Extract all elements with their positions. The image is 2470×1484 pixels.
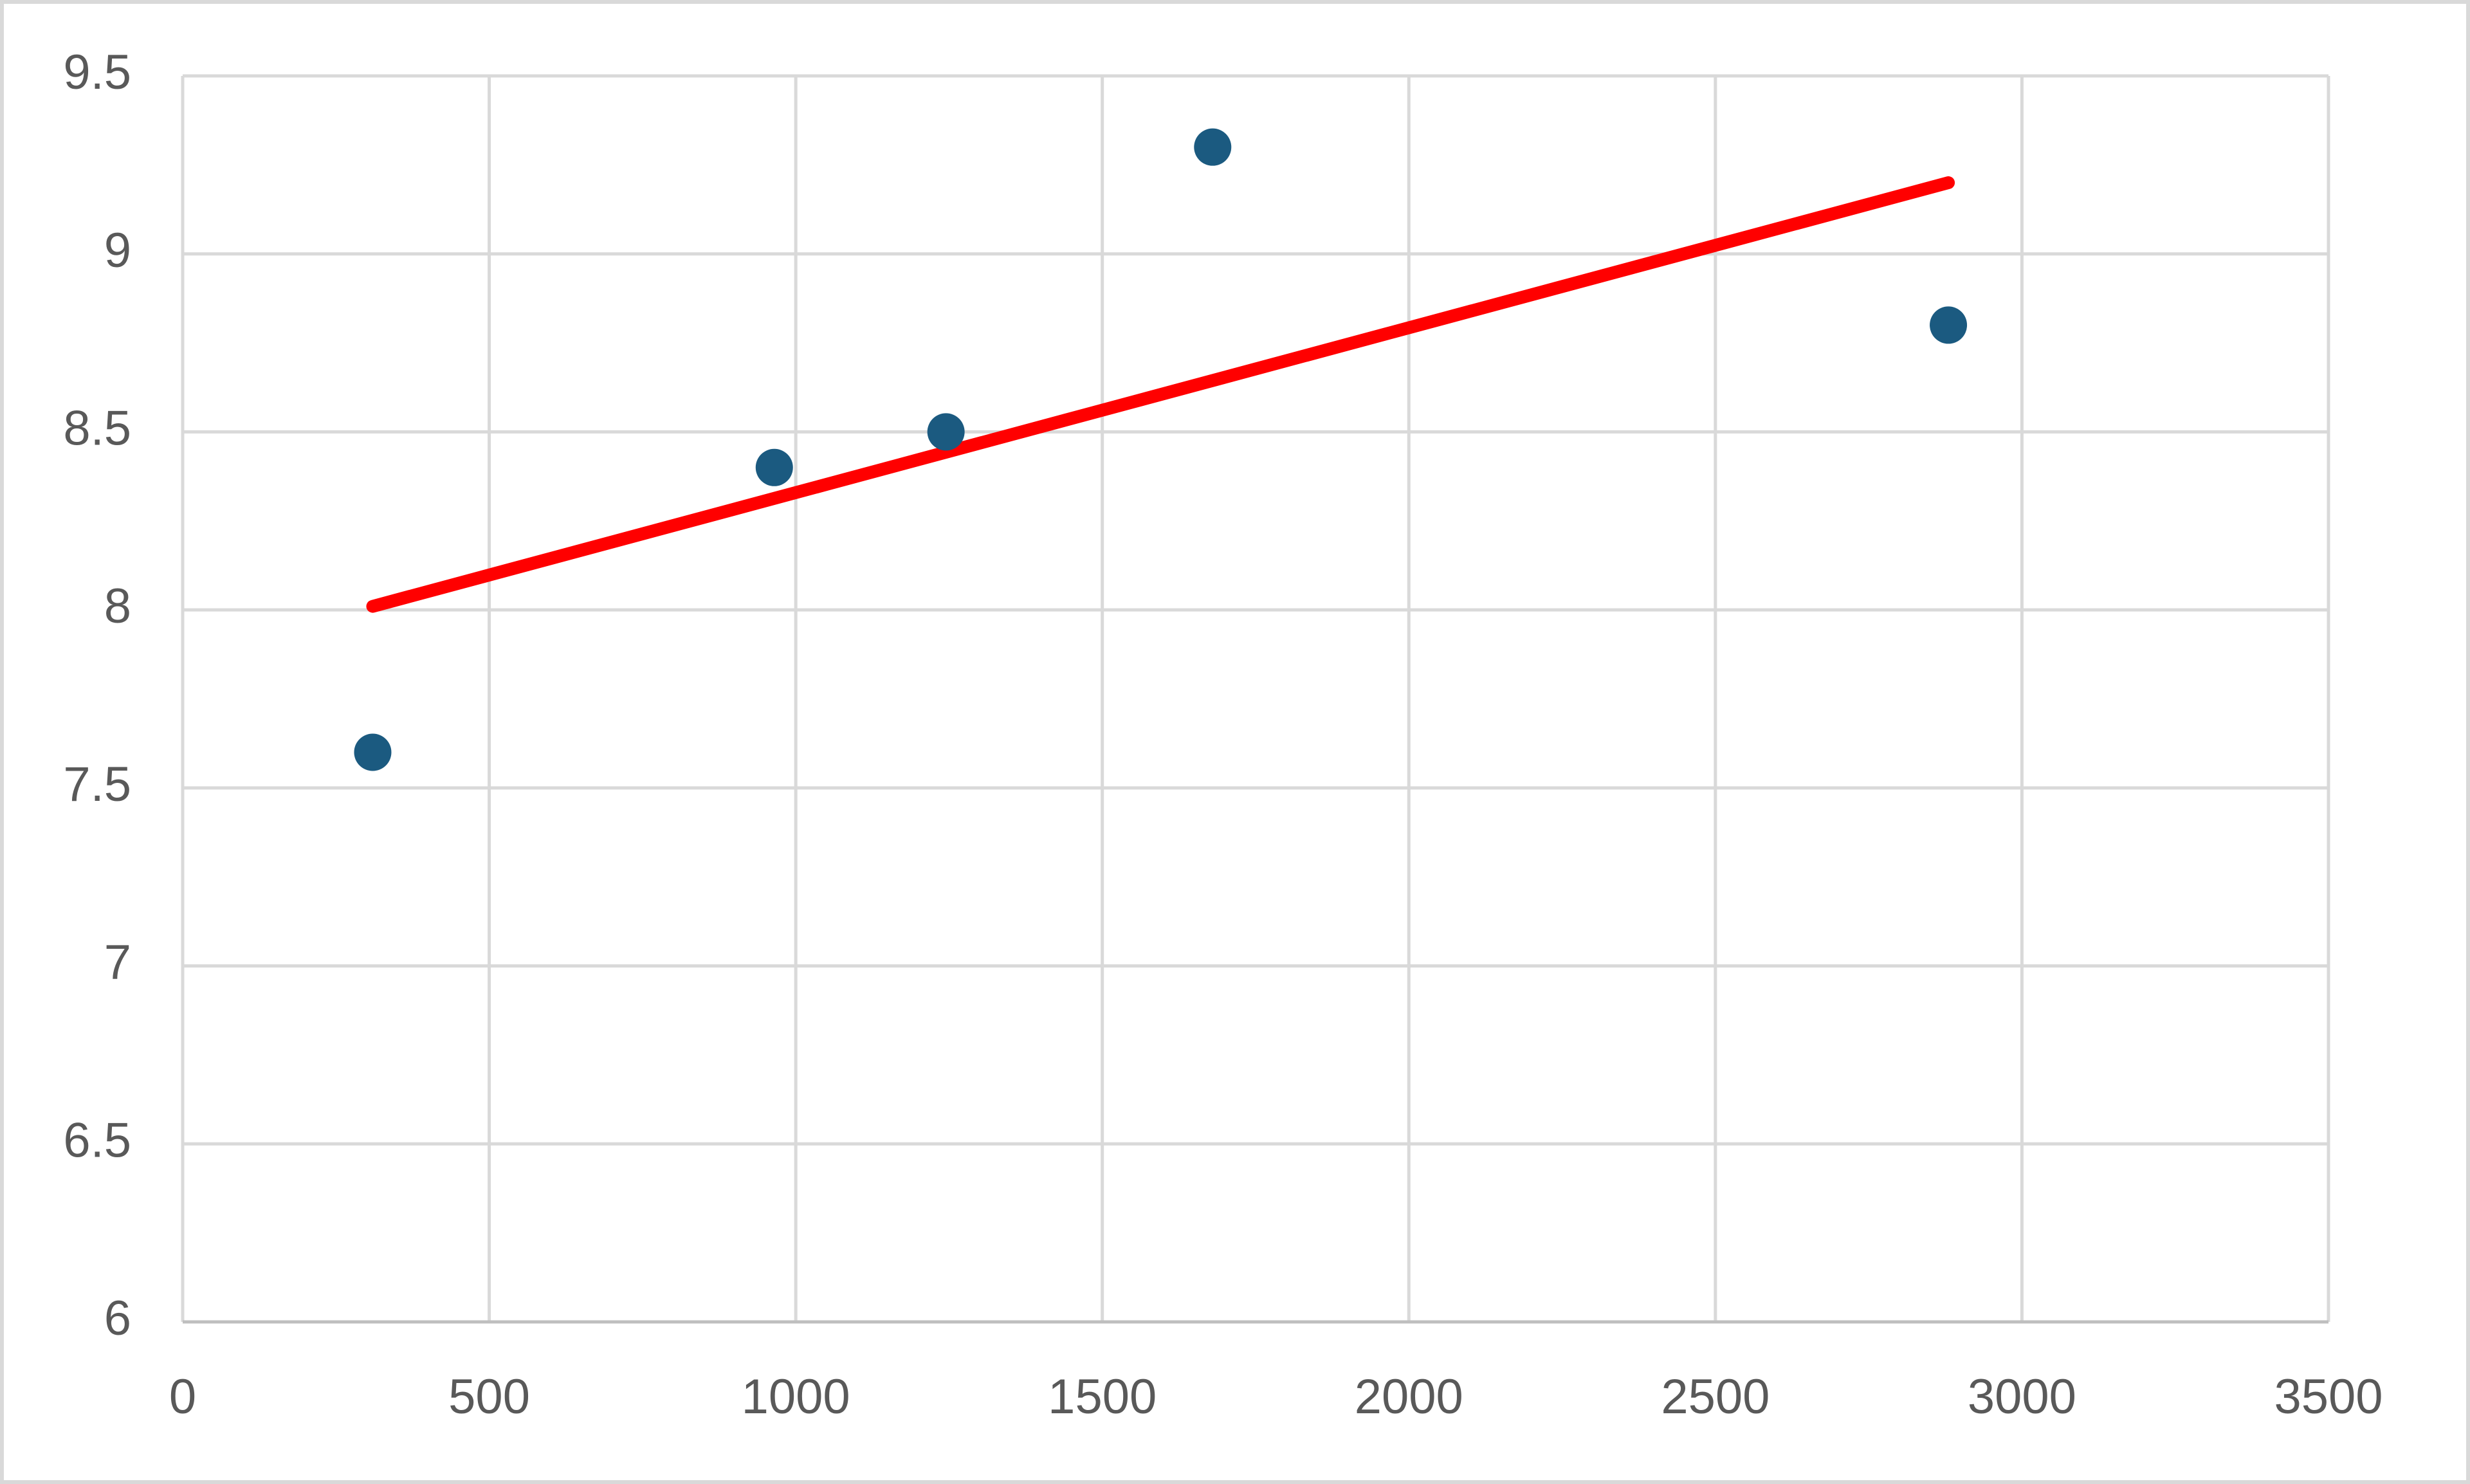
x-tick-label: 500	[448, 1369, 530, 1424]
x-tick-label: 1000	[742, 1369, 850, 1424]
y-tick-label: 9	[104, 223, 131, 278]
x-tick-label: 3000	[1968, 1369, 2076, 1424]
trendline	[366, 176, 1955, 613]
x-tick-label: 3500	[2274, 1369, 2383, 1424]
scatter-point	[1930, 306, 1968, 344]
y-tick-label: 6.5	[63, 1113, 131, 1168]
scatter-point	[755, 448, 793, 486]
y-tick-label: 8.5	[63, 401, 131, 456]
y-tick-label: 8	[104, 579, 131, 634]
x-tick-label: 2500	[1661, 1369, 1770, 1424]
x-tick-label: 0	[169, 1369, 196, 1424]
x-tick-label: 1500	[1048, 1369, 1157, 1424]
scatter-point	[354, 733, 392, 771]
y-tick-label: 7	[104, 935, 131, 990]
scatter-point	[1194, 128, 1232, 166]
y-tick-label: 7.5	[63, 757, 131, 812]
scatter-point	[927, 413, 965, 451]
y-tick-label: 9.5	[63, 45, 131, 100]
x-tick-label: 2000	[1355, 1369, 1463, 1424]
y-tick-label: 6	[104, 1291, 131, 1346]
